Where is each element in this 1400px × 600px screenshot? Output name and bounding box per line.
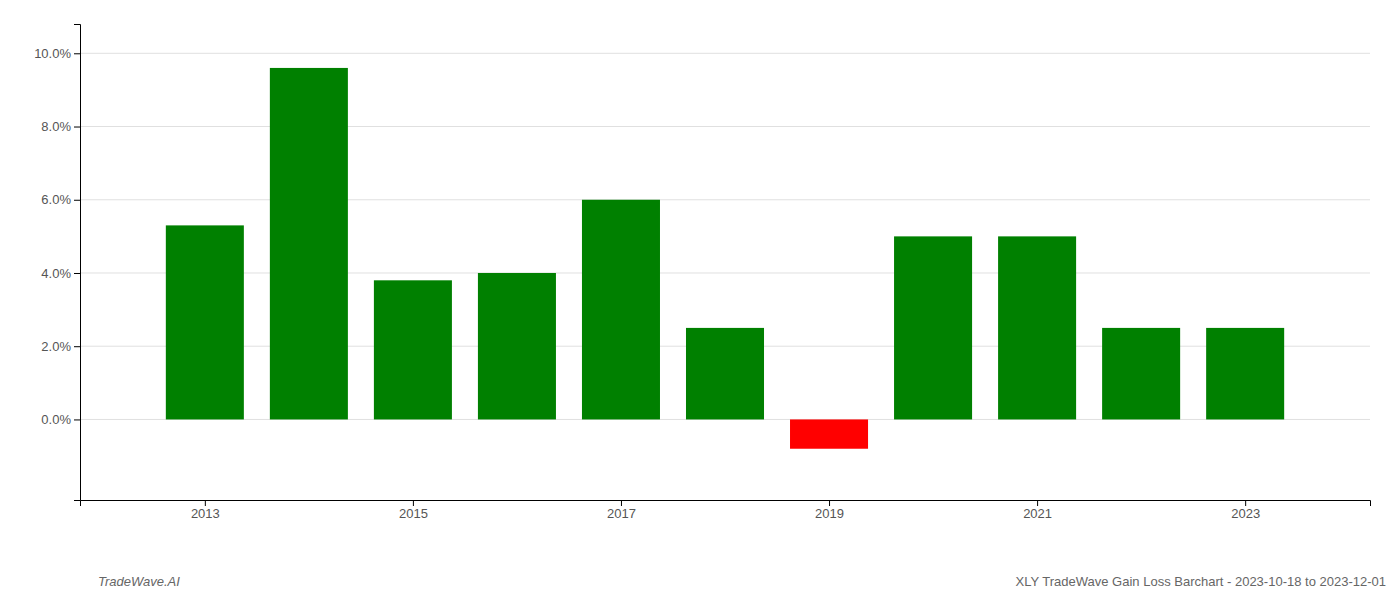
y-tick: 10.0%: [34, 46, 80, 61]
y-tick-label: 4.0%: [41, 266, 71, 281]
x-tick-label: 2021: [1023, 506, 1052, 521]
x-tick-label: 2023: [1231, 506, 1260, 521]
y-tick: 0.0%: [41, 412, 80, 427]
footer-left: TradeWave.AI: [98, 574, 180, 589]
y-tick: 4.0%: [41, 266, 80, 281]
bar: [894, 236, 972, 419]
bar: [582, 200, 660, 420]
y-tick: 8.0%: [41, 119, 80, 134]
bar: [1206, 328, 1284, 420]
y-tick-mark: [74, 53, 80, 54]
grid-line: [80, 53, 1370, 54]
x-tick: 2019: [815, 500, 844, 521]
y-tick: 6.0%: [41, 192, 80, 207]
bar: [166, 225, 244, 419]
x-tick: 2017: [607, 500, 636, 521]
y-tick-mark: [74, 273, 80, 274]
bar: [686, 328, 764, 420]
y-tick-mark: [74, 419, 80, 420]
chart-root: 2013 2015 2017 2019 2021 2023 0.0% 2.0% 4.0% 6.0%…: [0, 0, 1400, 600]
x-tick: 2023: [1231, 500, 1260, 521]
bar: [478, 273, 556, 419]
bar: [998, 236, 1076, 419]
y-tick-label: 10.0%: [34, 46, 71, 61]
x-tick-mark: [205, 500, 206, 506]
x-tick-label: 2017: [607, 506, 636, 521]
y-tick-label: 0.0%: [41, 412, 71, 427]
x-tick-mark: [1245, 500, 1246, 506]
y-tick-label: 2.0%: [41, 339, 71, 354]
x-tick-label: 2019: [815, 506, 844, 521]
x-tick-mark: [1037, 500, 1038, 506]
x-axis-line: [81, 501, 1371, 507]
bar: [790, 419, 868, 448]
y-tick-mark: [74, 346, 80, 347]
y-tick-label: 8.0%: [41, 119, 71, 134]
y-axis: 0.0% 2.0% 4.0% 6.0% 8.0% 10.0%: [34, 25, 80, 501]
x-tick-mark: [829, 500, 830, 506]
y-tick: 2.0%: [41, 339, 80, 354]
grid: [80, 53, 1370, 419]
x-tick: 2021: [1023, 500, 1052, 521]
bar: [270, 68, 348, 420]
x-tick-mark: [413, 500, 414, 506]
x-tick-label: 2013: [191, 506, 220, 521]
x-tick: 2015: [399, 500, 428, 521]
y-tick-label: 6.0%: [41, 192, 71, 207]
x-axis: 2013 2015 2017 2019 2021 2023: [81, 500, 1371, 521]
footer-right: XLY TradeWave Gain Loss Barchart - 2023-…: [1016, 574, 1386, 589]
y-tick-mark: [74, 127, 80, 128]
x-tick-mark: [621, 500, 622, 506]
bar: [1102, 328, 1180, 420]
x-tick: 2013: [191, 500, 220, 521]
bars: [166, 68, 1284, 449]
x-tick-label: 2015: [399, 506, 428, 521]
y-axis-line: [74, 25, 81, 501]
bar: [374, 280, 452, 419]
y-tick-mark: [74, 200, 80, 201]
